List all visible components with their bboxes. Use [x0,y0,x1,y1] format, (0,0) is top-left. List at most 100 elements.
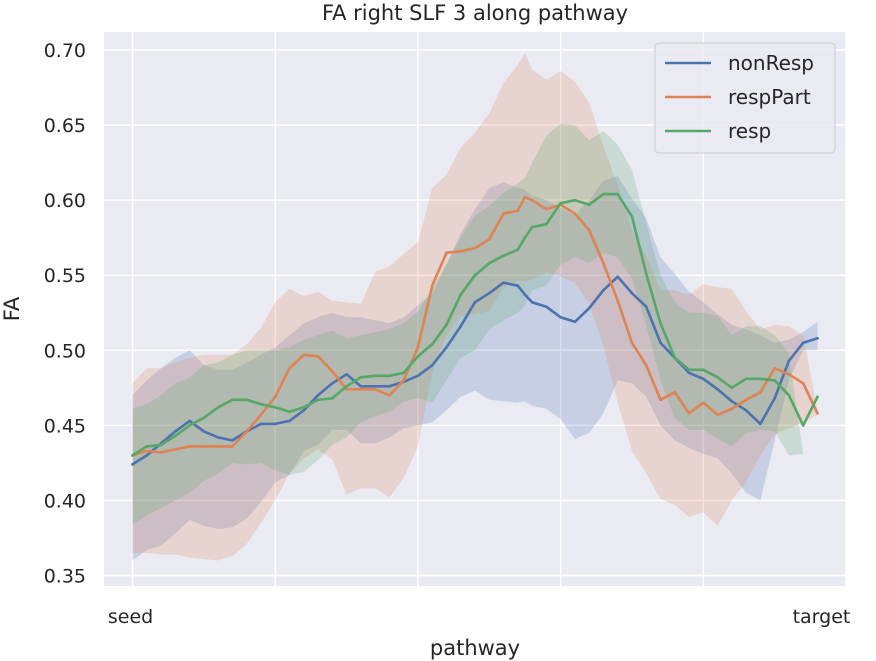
point-resp [188,424,191,427]
x-axis-label: pathway [430,636,520,660]
point-nonResp [359,385,363,388]
point-resp [402,371,406,375]
legend-label-nonResp: nonResp [728,51,814,75]
point-nonResp [773,397,776,400]
point-nonResp [801,341,805,345]
legend-box [654,42,836,154]
point-respPart [445,251,448,254]
point-nonResp [523,293,527,297]
point-respPart [373,388,377,391]
point-nonResp [687,371,691,375]
point-respPart [616,299,619,303]
point-respPart [659,398,662,402]
point-nonResp [659,341,662,345]
point-nonResp [516,284,520,288]
point-resp [145,445,149,448]
y-tick-label: 0.70 [44,40,86,62]
point-nonResp [231,439,234,442]
line-resp [131,192,819,457]
y-tick-labels: 0.35 0.40 0.45 0.50 0.55 0.60 0.65 0.70 [44,40,86,587]
point-respPart [245,430,248,433]
point-respPart [716,413,719,417]
point-nonResp [759,422,762,426]
point-respPart [402,379,406,382]
point-resp [673,356,677,360]
point-nonResp [202,430,206,433]
point-resp [687,368,691,372]
point-resp [473,273,477,277]
legend-label-respPart: respPart [728,85,811,109]
point-nonResp [388,385,391,388]
point-resp [759,377,762,381]
point-nonResp [273,422,277,426]
y-tick-label: 0.50 [44,340,86,362]
point-nonResp [445,346,448,349]
chart-title: FA right SLF 3 along pathway [322,1,628,25]
point-respPart [744,398,748,402]
point-respPart [702,401,705,405]
point-resp [273,406,277,409]
y-tick-label: 0.55 [44,265,86,287]
point-nonResp [216,436,220,439]
point-nonResp [459,325,463,328]
point-resp [445,323,448,327]
point-respPart [159,451,163,454]
point-respPart [816,412,819,415]
y-tick-label: 0.60 [44,190,86,212]
point-respPart [687,412,691,415]
point-resp [231,398,234,402]
point-nonResp [602,288,605,292]
point-respPart [259,413,263,417]
point-resp [573,198,577,202]
point-nonResp [345,373,348,376]
point-respPart [288,367,291,370]
point-resp [388,374,391,378]
point-respPart [787,373,791,376]
point-resp [630,215,634,218]
point-respPart [587,228,591,232]
point-resp [516,248,520,251]
point-respPart [273,395,277,399]
point-resp [288,410,291,414]
point-respPart [773,367,776,370]
point-nonResp [430,364,434,367]
point-nonResp [587,306,591,310]
series-lines [131,192,819,466]
point-respPart [188,445,191,448]
point-nonResp [744,409,748,412]
point-respPart [502,212,505,215]
band-resp [132,123,818,525]
point-nonResp [416,374,420,378]
x-tick-label: target [793,606,851,628]
point-resp [316,398,320,402]
point-nonResp [302,409,306,412]
point-nonResp [630,291,634,295]
point-respPart [630,341,634,345]
point-respPart [316,355,320,358]
point-nonResp [816,337,819,340]
point-nonResp [787,359,791,363]
point-nonResp [502,281,505,285]
point-respPart [388,394,391,397]
point-resp [345,385,348,388]
series-respPart [131,195,819,457]
point-resp [530,225,534,229]
point-nonResp [131,463,134,466]
point-resp [131,454,134,457]
point-nonResp [730,400,734,403]
y-axis-label: FA [0,296,24,321]
point-resp [216,406,220,409]
point-respPart [516,209,520,212]
point-respPart [602,261,605,265]
point-resp [202,416,206,420]
point-resp [587,203,591,206]
point-nonResp [373,385,377,388]
legend-label-resp: resp [728,119,771,143]
point-respPart [759,391,762,394]
point-respPart [302,353,306,357]
point-respPart [459,249,463,253]
point-resp [259,403,263,406]
point-nonResp [174,430,177,433]
point-nonResp [573,320,577,324]
